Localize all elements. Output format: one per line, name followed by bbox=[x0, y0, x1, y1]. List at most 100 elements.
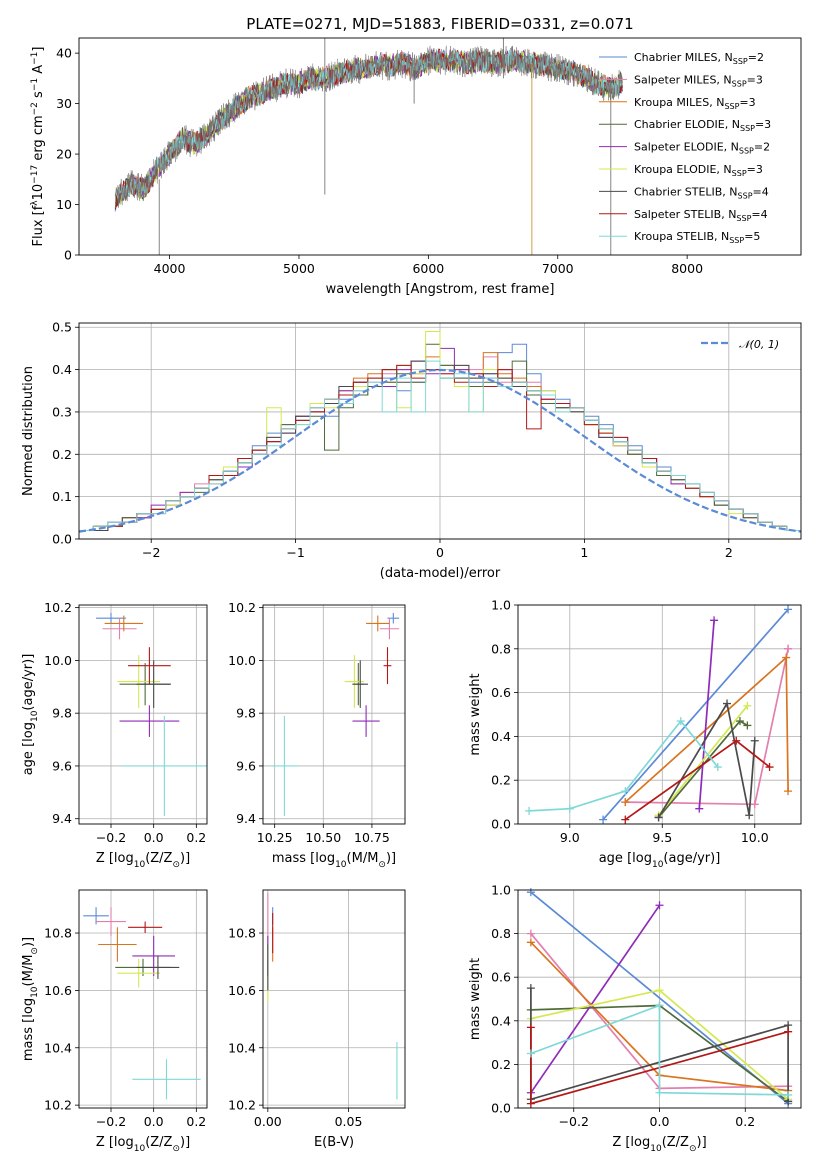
y-tick-label: 0.0 bbox=[491, 817, 511, 832]
error-bar-point bbox=[96, 612, 126, 624]
x-axis-label-part: 10 bbox=[650, 1144, 662, 1154]
legend-label-sub: SSP bbox=[732, 79, 747, 88]
x-axis-label-part: Z [log bbox=[96, 1135, 134, 1150]
error-bar-point bbox=[270, 715, 299, 817]
error-bar-point bbox=[128, 647, 171, 685]
x-axis-label-part: (Z/Z bbox=[145, 1135, 172, 1150]
age_vs_mass-axes: 10.25 10.50 10.75 9.4 9.6 9.8 10.0 10.2 mass [lo… bbox=[228, 600, 406, 870]
mass-weight-marker bbox=[525, 806, 534, 815]
y-tick-label: 10.8 bbox=[44, 926, 72, 941]
mass-weight-marker bbox=[526, 1049, 535, 1058]
y-tick-label: 0.0 bbox=[52, 532, 72, 547]
mass-weight-marker bbox=[782, 653, 791, 662]
axes-frame bbox=[78, 322, 802, 540]
y-tick-label: 10.8 bbox=[228, 926, 256, 941]
x-tick-label: 10.50 bbox=[305, 830, 341, 845]
mass-weight-marker bbox=[655, 1001, 664, 1010]
error-bar-point bbox=[96, 907, 126, 936]
mass-weight-marker bbox=[676, 717, 685, 726]
y-axis-label: mass weight bbox=[468, 958, 483, 1040]
x-tick-label: −0.2 bbox=[96, 830, 126, 845]
residual-histogram bbox=[79, 360, 801, 531]
error-bar-point bbox=[102, 618, 137, 640]
y-tick-label: 10.0 bbox=[228, 653, 256, 668]
y-axis-label-part: λ bbox=[30, 200, 40, 206]
y-axis-label-part: mass [log bbox=[21, 998, 36, 1061]
x-tick-label: 9.0 bbox=[560, 830, 580, 845]
y-tick-label: 1.0 bbox=[491, 883, 511, 898]
y-tick-label: 0.4 bbox=[491, 1013, 511, 1028]
axes-frame bbox=[262, 604, 406, 825]
axes-frame bbox=[78, 889, 208, 1109]
x-tick-label: 0.2 bbox=[186, 830, 206, 845]
x-axis-label-part: ⊙ bbox=[378, 860, 386, 870]
y-tick-label: 10.2 bbox=[44, 1098, 72, 1113]
mass-weight-marker bbox=[743, 701, 752, 710]
error-bar-point bbox=[128, 921, 163, 934]
spectrum-plot-area bbox=[114, 38, 623, 255]
legend-label-sub: SSP bbox=[739, 147, 754, 156]
y-tick-label: 9.6 bbox=[52, 758, 72, 773]
y-axis-label-part: −1 bbox=[30, 78, 40, 91]
error-bar-point bbox=[136, 955, 180, 979]
mass-weight-marker bbox=[750, 736, 759, 745]
y-tick-label: 9.8 bbox=[236, 706, 256, 721]
legend-label-main: Chabrier STELIB, N bbox=[634, 185, 738, 198]
x-tick-label: 0.05 bbox=[335, 1114, 363, 1129]
legend-label: Salpeter MILES, NSSP=3 bbox=[634, 73, 763, 88]
mass_vs_Z-axes: −0.2 0.0 0.210.210.410.610.8Z [log10(Z/Z⊙)… bbox=[21, 889, 208, 1154]
y-tick-label: 1.0 bbox=[491, 598, 511, 613]
mass-weight-line bbox=[698, 620, 715, 809]
x-axis-label: Z [log10(Z/Z⊙)] bbox=[612, 1135, 706, 1154]
x-tick-label: 10.25 bbox=[257, 830, 293, 845]
age_vs_Z-plot-area bbox=[96, 612, 207, 817]
massweight_vs_age-axes: 9.0 9.5 10.0 0.0 0.2 0.4 0.6 0.8 1.0 age [log10(a… bbox=[468, 598, 802, 870]
y-tick-label: 10.4 bbox=[228, 1040, 256, 1055]
age_vs_mass-plot-area bbox=[270, 612, 400, 817]
axes-frame bbox=[78, 604, 208, 825]
error-bar-point bbox=[117, 958, 161, 988]
x-axis-label-part: )] bbox=[697, 1135, 707, 1150]
error-bar-point bbox=[383, 647, 392, 685]
mass-weight-marker bbox=[655, 986, 664, 995]
y-tick-label: 0.6 bbox=[491, 685, 511, 700]
mass-weight-marker bbox=[621, 815, 630, 824]
legend-label-suffix: =2 bbox=[754, 141, 770, 154]
mass_vs_EBV-plot-area bbox=[267, 892, 398, 1100]
legend-label-main: Chabrier MILES, N bbox=[634, 51, 733, 64]
error-bar-point bbox=[352, 660, 369, 708]
error-bar-point bbox=[98, 927, 137, 962]
x-tick-label: −0.2 bbox=[96, 1114, 126, 1129]
y-tick-label: 9.8 bbox=[52, 706, 72, 721]
mass-weight-marker bbox=[743, 721, 752, 730]
mass_vs_EBV-axes: 0.00 0.05 10.2 10.4 10.6 10.8 E(B-V) bbox=[228, 889, 406, 1150]
x-tick-label: 2 bbox=[725, 545, 733, 560]
y-tick-label: 0.0 bbox=[491, 1101, 511, 1116]
x-axis-label-part: (Z/Z bbox=[145, 851, 172, 866]
x-axis-label: (data-model)/error bbox=[380, 566, 501, 581]
y-tick-label: 0.8 bbox=[491, 926, 511, 941]
x-axis-label: mass [log10(M/M⊙)] bbox=[272, 851, 396, 870]
y-axis-label-part: ⊙ bbox=[30, 947, 40, 955]
legend-label-sub: SSP bbox=[724, 102, 739, 111]
y-tick-label: 10.2 bbox=[44, 600, 72, 615]
legend-label-suffix: =4 bbox=[751, 208, 767, 221]
y-axis-label-part: −2 bbox=[30, 102, 40, 115]
error-bar-point bbox=[344, 655, 365, 708]
legend-label-main: Salpeter ELODIE, N bbox=[634, 141, 739, 154]
x-axis-label-part: )] bbox=[386, 851, 396, 866]
mass-weight-marker bbox=[784, 1090, 793, 1099]
y-tick-label: 0.5 bbox=[52, 320, 72, 335]
y-tick-label: 40 bbox=[56, 46, 72, 61]
y-tick-label: 0 bbox=[64, 248, 72, 263]
spectrum-axes: 4000 5000 6000 7000 8000 0 10 20 30 40 wavelength … bbox=[30, 37, 802, 297]
mass-weight-marker bbox=[732, 736, 741, 745]
y-axis-label-part: 10 bbox=[30, 986, 40, 998]
x-axis-label-part: (Z/Z bbox=[662, 1135, 689, 1150]
x-tick-label: 0.00 bbox=[254, 1114, 282, 1129]
mass-weight-marker bbox=[526, 1099, 535, 1108]
legend-label-main: Kroupa MILES, N bbox=[634, 96, 724, 109]
x-tick-label: −2 bbox=[142, 545, 160, 560]
